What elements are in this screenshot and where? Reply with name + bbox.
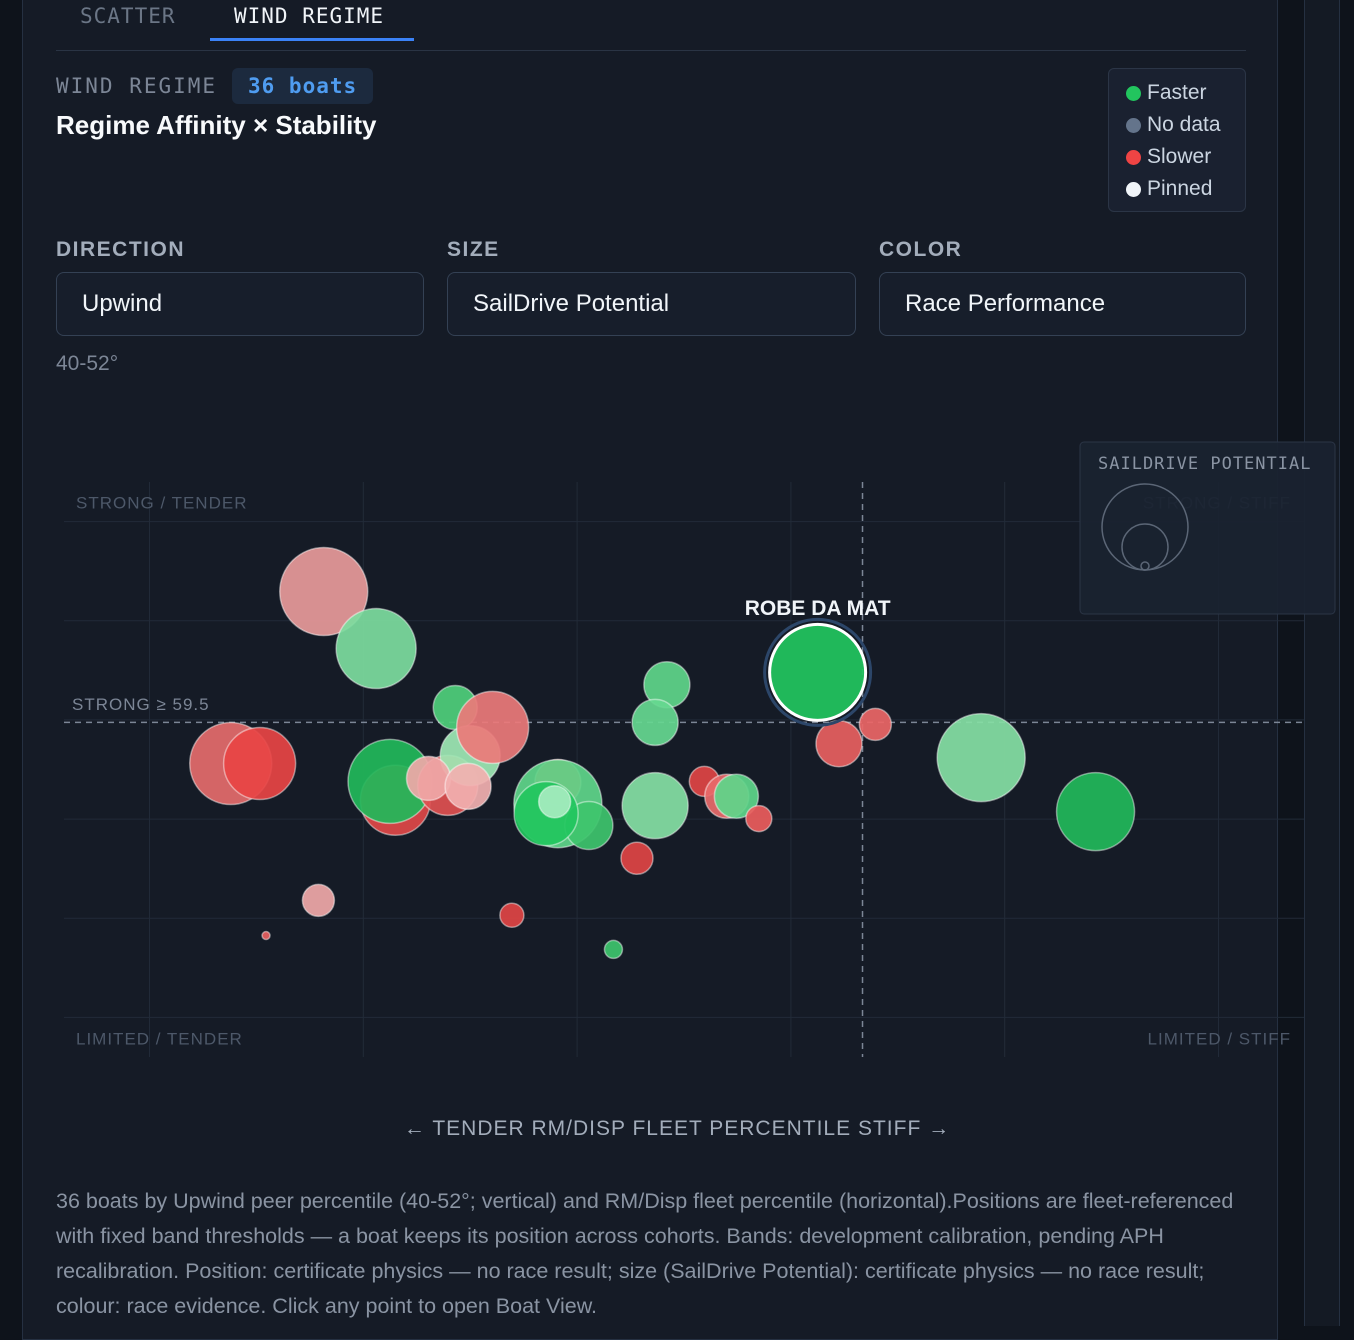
side-panel	[1304, 0, 1340, 1326]
size-legend-circle	[1140, 561, 1150, 571]
bubble[interactable]	[620, 841, 654, 875]
quadrant-label: LIMITED / STIFF	[1148, 1029, 1291, 1048]
legend-item: No data	[1126, 109, 1245, 141]
bubble[interactable]	[1055, 771, 1136, 852]
legend-swatch	[1126, 149, 1141, 165]
bubble[interactable]	[603, 939, 624, 960]
chart-title: Regime Affinity × Stability	[56, 110, 377, 140]
legend-label: No data	[1147, 113, 1221, 136]
description: 36 boats by Upwind peer percentile (40-5…	[56, 1189, 1234, 1318]
size-legend-panel	[1079, 441, 1336, 615]
bubble[interactable]	[768, 622, 868, 722]
bubble[interactable]	[261, 930, 271, 941]
bubble[interactable]	[815, 719, 863, 768]
legend-label: Faster	[1147, 81, 1207, 104]
bubble[interactable]	[335, 607, 417, 690]
bubble[interactable]	[279, 546, 369, 637]
tab[interactable]: WIND REGIME	[234, 4, 385, 28]
divider	[56, 50, 1246, 51]
count-badge: 36 boats	[232, 68, 374, 104]
bubble[interactable]	[745, 804, 773, 833]
bubble[interactable]	[455, 690, 530, 765]
threshold-label: STRONG ≥ 59.5	[72, 695, 210, 714]
select[interactable]: Upwind	[56, 272, 424, 336]
legend-item: Faster	[1126, 77, 1245, 109]
size-legend-title: SAILDRIVE POTENTIAL	[1098, 454, 1311, 474]
legend-item: Slower	[1126, 141, 1245, 173]
legend-label: Slower	[1147, 145, 1212, 168]
legend-item: Pinned	[1126, 173, 1245, 205]
bubble[interactable]	[858, 707, 893, 742]
tab-indicator	[210, 38, 414, 41]
legend-swatch	[1126, 117, 1141, 133]
control-label: SIZE	[447, 238, 500, 261]
quadrant-label: LIMITED / TENDER	[76, 1029, 243, 1048]
bubble[interactable]	[713, 773, 760, 820]
legend-swatch	[1126, 85, 1141, 101]
select[interactable]: SailDrive Potential	[447, 272, 856, 336]
quadrant-label: STRONG / TENDER	[76, 493, 247, 512]
bubble[interactable]	[301, 883, 336, 918]
x-axis-label: ← TENDER RM/DISP FLEET PERCENTILE STIFF …	[403, 1117, 951, 1140]
direction-range: 40-52°	[56, 352, 119, 375]
bubble[interactable]	[222, 726, 297, 801]
control-label: COLOR	[879, 238, 963, 261]
bubble[interactable]	[405, 755, 452, 802]
bubble[interactable]	[537, 784, 572, 819]
pin-ring	[763, 617, 873, 727]
bubble[interactable]	[499, 902, 525, 928]
bubble[interactable]	[621, 771, 689, 840]
bubble[interactable]	[936, 712, 1026, 803]
legend-swatch	[1126, 181, 1141, 197]
bubble[interactable]	[631, 698, 679, 747]
legend: Faster No data Slower Pinned	[1108, 68, 1246, 212]
bubble[interactable]	[444, 762, 492, 811]
tab[interactable]: SCATTER	[80, 4, 176, 28]
point-label: ROBE DA MAT	[745, 597, 891, 620]
control-label: DIRECTION	[56, 238, 185, 261]
legend-label: Pinned	[1147, 177, 1213, 200]
eyebrow: WIND REGIME	[56, 74, 218, 98]
select[interactable]: Race Performance	[879, 272, 1246, 336]
